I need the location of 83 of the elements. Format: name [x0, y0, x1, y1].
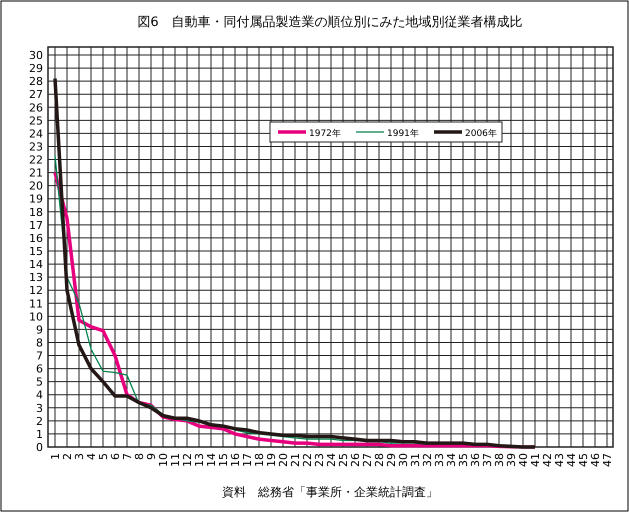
x-tick-label: 20: [277, 453, 290, 467]
x-tick-label: 27: [361, 453, 374, 467]
y-tick-label: 9: [36, 323, 43, 336]
x-tick-label: 19: [265, 453, 278, 467]
y-tick-label: 16: [29, 232, 43, 245]
x-tick-label: 35: [457, 453, 470, 467]
x-tick-label: 3: [73, 453, 86, 460]
x-tick-label: 43: [553, 453, 566, 467]
x-tick-label: 44: [565, 453, 578, 467]
x-tick-label: 4: [85, 453, 98, 460]
y-tick-label: 8: [36, 336, 43, 350]
y-tick-label: 29: [29, 62, 43, 76]
x-tick-label: 12: [181, 453, 194, 467]
x-tick-label: 28: [373, 453, 386, 467]
y-tick-label: 13: [29, 271, 43, 284]
y-tick-label: 17: [29, 218, 43, 232]
y-tick-label: 23: [29, 140, 43, 154]
x-tick-label: 8: [133, 453, 146, 460]
x-tick-label: 21: [289, 453, 302, 467]
x-tick-label: 38: [493, 453, 506, 467]
y-tick-label: 10: [29, 310, 43, 324]
y-tick-label: 6: [36, 362, 43, 376]
y-tick-label: 18: [29, 206, 43, 219]
y-tick-label: 20: [29, 180, 43, 193]
y-tick-label: 21: [29, 166, 43, 180]
y-tick-label: 15: [29, 245, 43, 258]
x-tick-label: 15: [217, 453, 230, 467]
x-tick-label: 41: [529, 453, 542, 467]
y-tick-label: 7: [36, 350, 43, 363]
x-tick-label: 5: [97, 453, 110, 460]
y-tick-label: 19: [29, 192, 43, 206]
x-tick-label: 6: [109, 453, 122, 460]
x-tick-label: 40: [517, 453, 530, 467]
y-tick-label: 2: [36, 414, 43, 428]
x-tick-label: 16: [229, 453, 242, 467]
x-tick-label: 29: [385, 453, 398, 467]
x-tick-label: 31: [409, 453, 422, 467]
x-tick-label: 34: [445, 453, 458, 467]
y-tick-label: 24: [29, 127, 43, 140]
x-tick-label: 39: [505, 453, 518, 467]
y-tick-label: 14: [29, 258, 43, 272]
legend-label: 1991年: [387, 128, 419, 139]
x-tick-label: 2: [61, 453, 74, 460]
x-tick-label: 37: [481, 453, 494, 467]
x-tick-label: 22: [301, 453, 314, 467]
x-tick-label: 14: [205, 453, 218, 467]
x-tick-label: 10: [157, 453, 170, 467]
annotation: 資料 総務省「事業所・企業統計調査」: [222, 485, 438, 499]
y-tick-label: 28: [29, 75, 43, 88]
y-tick-label: 3: [36, 402, 43, 415]
x-tick-label: 45: [577, 453, 590, 467]
y-tick-label: 27: [29, 88, 43, 102]
y-tick-label: 30: [29, 49, 43, 62]
y-tick-label: 1: [36, 428, 43, 441]
legend-label: 1972年: [309, 128, 341, 139]
x-tick-label: 25: [337, 453, 350, 467]
x-tick-label: 7: [121, 453, 134, 460]
x-tick-label: 18: [253, 453, 266, 467]
x-tick-label: 47: [601, 453, 614, 467]
y-tick-label: 26: [29, 101, 43, 114]
x-tick-label: 26: [349, 453, 362, 467]
legend-label: 2006年: [465, 128, 497, 139]
x-tick-label: 23: [313, 453, 326, 467]
x-tick-label: 24: [325, 453, 338, 467]
x-tick-label: 30: [397, 453, 410, 467]
x-tick-label: 13: [193, 453, 206, 467]
x-tick-label: 32: [421, 453, 434, 467]
x-tick-label: 11: [169, 453, 182, 467]
x-tick-label: 42: [541, 453, 554, 467]
y-tick-label: 25: [29, 114, 43, 128]
x-tick-label: 17: [241, 453, 254, 467]
y-tick-label: 22: [29, 154, 43, 167]
x-tick-label: 33: [433, 453, 446, 467]
y-tick-label: 12: [29, 284, 43, 298]
y-tick-label: 4: [36, 388, 43, 402]
x-tick-label: 1: [49, 453, 62, 460]
y-tick-label: 5: [36, 376, 43, 389]
x-tick-label: 46: [589, 453, 602, 467]
x-tick-label: 9: [145, 453, 158, 460]
title: 図6 自動車・同付属品製造業の順位別にみた地域別従業者構成比: [137, 15, 523, 30]
y-tick-label: 11: [29, 297, 43, 310]
y-tick-label: 0: [36, 441, 43, 454]
x-tick-label: 36: [469, 453, 482, 467]
